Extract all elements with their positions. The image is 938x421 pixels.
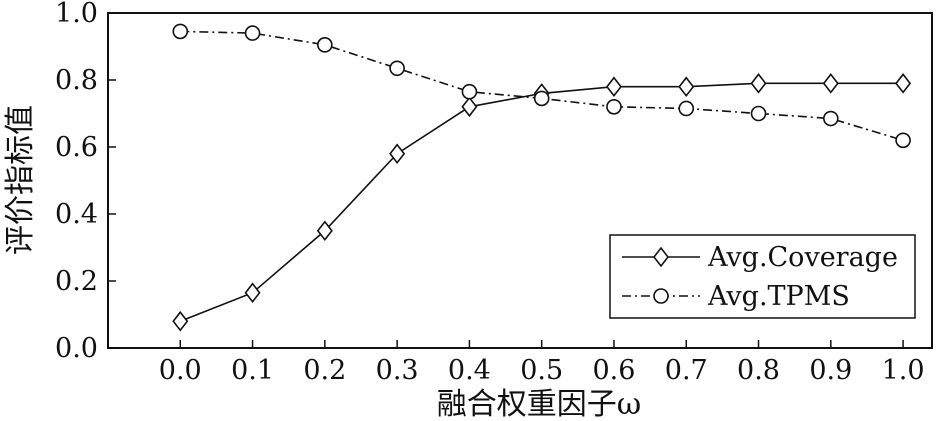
data-point: [461, 83, 478, 100]
data-point: [750, 73, 767, 94]
x-tick-label: 0.2: [303, 355, 346, 386]
data-point: [606, 99, 622, 115]
y-tick-label: 0.2: [55, 266, 98, 297]
series-avg-tpms: [172, 23, 911, 149]
x-tick-label: 0.9: [809, 355, 852, 386]
data-point: [750, 105, 767, 122]
data-point: [678, 100, 695, 117]
x-tick-label: 0.7: [665, 355, 708, 386]
x-tick-label: 0.0: [159, 355, 202, 386]
data-point: [244, 282, 261, 304]
x-tick-label: 0.1: [231, 355, 274, 386]
x-tick-label: 0.5: [520, 355, 563, 386]
y-tick-label: 0.8: [55, 65, 98, 96]
data-point: [316, 220, 333, 242]
data-point: [317, 37, 333, 53]
data-point: [533, 90, 550, 107]
y-tick-label: 0.4: [55, 199, 98, 230]
tick-labels: 0.0 0.1 0.2 0.3 0.4 0.5 0.6 0.7 0.8 0.9 1.0 0.0 0.2 0…: [55, 0, 925, 386]
y-axis-title: 评价指标值: [3, 105, 38, 255]
x-tick-label: 0.6: [592, 355, 635, 386]
data-point: [823, 110, 839, 127]
data-point: [605, 76, 622, 98]
data-point: [172, 310, 189, 332]
x-tick-label: 1.0: [882, 355, 925, 386]
x-tick-label: 0.3: [376, 355, 419, 386]
series-layer: [172, 23, 912, 332]
x-tick-label: 0.8: [737, 355, 780, 386]
data-point: [895, 132, 911, 149]
data-point: [389, 60, 405, 77]
x-axis-title: 融合权重因子ω: [437, 387, 641, 421]
plot-axes: [107, 12, 933, 349]
y-tick-label: 0.6: [55, 132, 98, 163]
data-point: [244, 25, 261, 41]
y-tick-label: 1.0: [55, 0, 98, 29]
legend: Avg.Coverage Avg.TPMS: [609, 234, 916, 319]
series-line: [180, 30, 904, 142]
legend-label: Avg.Coverage: [707, 242, 898, 273]
x-tick-label: 0.4: [448, 355, 491, 386]
data-point: [678, 76, 695, 98]
plot-frame: [107, 12, 933, 349]
series-avg-coverage: [172, 73, 912, 332]
legend-marker: [653, 288, 669, 304]
data-point: [389, 143, 406, 165]
data-point: [461, 96, 478, 118]
legend-label: Avg.TPMS: [707, 281, 850, 312]
data-point: [172, 23, 189, 40]
y-tick-label: 0.0: [55, 333, 98, 364]
data-point: [895, 73, 912, 94]
data-point: [822, 73, 839, 94]
legend-marker: [652, 246, 670, 268]
